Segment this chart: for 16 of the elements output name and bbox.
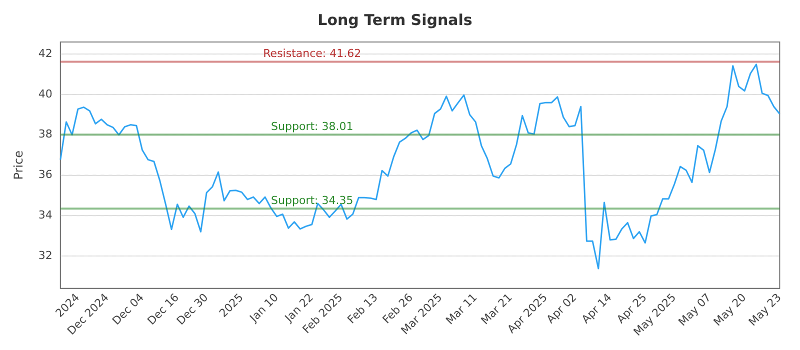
ref-line-label: Resistance: 41.62: [263, 47, 362, 60]
ref-line-label: Support: 38.01: [271, 120, 354, 134]
x-tick-label: Apr 14: [579, 290, 614, 326]
y-tick-label: 38: [38, 128, 52, 141]
x-tick-label: Jan 10: [246, 290, 281, 326]
x-tick-label: Feb 13: [344, 290, 380, 326]
y-tick-label: 34: [38, 208, 52, 222]
y-tick-label: 36: [38, 168, 52, 182]
y-tick-label: 42: [38, 46, 52, 60]
y-tick-label: 32: [38, 248, 52, 262]
x-tick-label: Mar 11: [443, 290, 480, 328]
y-axis-title: Price: [11, 150, 26, 180]
ref-line-label: Support: 34.35: [271, 194, 354, 207]
y-tick-label: 40: [38, 87, 52, 100]
chart-title: Long Term Signals: [318, 10, 472, 29]
x-tick-label: Dec 04: [110, 290, 146, 328]
